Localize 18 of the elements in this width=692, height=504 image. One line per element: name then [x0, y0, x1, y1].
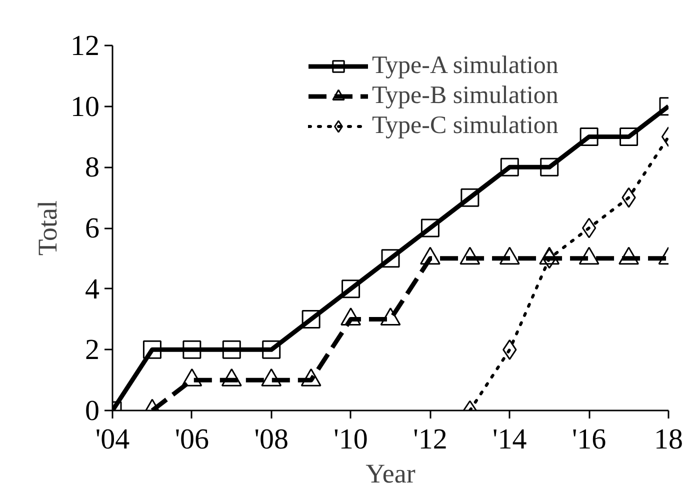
y-tick-label: 8	[85, 152, 100, 184]
y-tick-label: 4	[85, 273, 100, 306]
y-axis-title: Total	[32, 200, 62, 256]
x-tick-label: '16	[572, 424, 606, 456]
x-tick-label: '08	[254, 424, 288, 456]
x-axis-title: Year	[366, 458, 416, 488]
y-tick-label: 12	[70, 30, 100, 62]
x-tick-label: 18	[654, 424, 683, 456]
y-tick-label: 2	[85, 334, 100, 366]
x-tick-label: '14	[492, 424, 528, 456]
legend-label: Type-B simulation	[372, 81, 558, 111]
x-tick-label: '06	[174, 424, 210, 456]
y-tick-label: 6	[85, 212, 100, 244]
legend-label: Type-A simulation	[372, 51, 558, 81]
x-tick-label: '10	[334, 424, 368, 456]
legend-label: Type-C simulation	[372, 111, 558, 141]
y-tick-label: 10	[70, 90, 100, 123]
x-tick-label: '12	[413, 424, 448, 456]
